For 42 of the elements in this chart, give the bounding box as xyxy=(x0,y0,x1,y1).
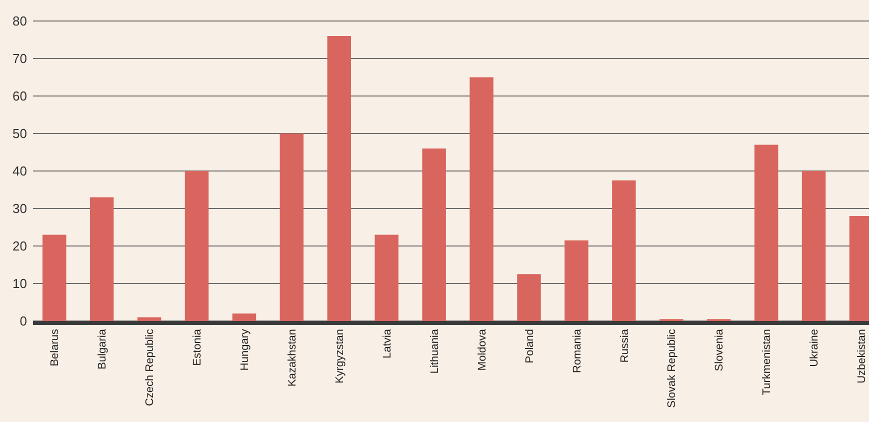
x-tick-label: Uzbekistan xyxy=(856,329,868,384)
bar xyxy=(374,234,398,321)
y-tick-label: 40 xyxy=(12,164,27,179)
x-tick-label: Hungary xyxy=(239,328,252,371)
bar xyxy=(184,171,209,321)
y-tick-label: 30 xyxy=(12,201,27,216)
x-tick-label: Kazakhstan xyxy=(286,329,299,386)
bar xyxy=(612,180,636,321)
x-tick-label: Poland xyxy=(524,329,536,364)
bar xyxy=(90,197,114,321)
x-tick-label: Lithuania xyxy=(428,328,441,374)
x-tick-label: Turkmenistan xyxy=(761,329,774,396)
bar xyxy=(802,171,826,321)
bar xyxy=(327,36,352,321)
bar xyxy=(42,234,66,321)
y-tick-label: 60 xyxy=(12,88,27,104)
x-tick-label: Latvia xyxy=(381,328,394,358)
y-tick-label: 10 xyxy=(12,276,27,292)
x-tick-label: Ukraine xyxy=(808,329,821,367)
x-tick-label: Slovenia xyxy=(714,328,726,372)
x-tick-label: Russia xyxy=(618,328,631,363)
bar xyxy=(754,144,778,321)
y-tick-label: 50 xyxy=(12,126,27,142)
bar xyxy=(470,77,494,321)
x-tick-label: Bulgaria xyxy=(96,328,109,370)
bar xyxy=(517,274,541,321)
x-tick-label: Czech Republic xyxy=(144,328,156,406)
x-tick-label: Slovak Republic xyxy=(666,328,678,408)
x-tick-label: Romania xyxy=(571,328,584,374)
y-tick-label: 80 xyxy=(12,14,27,29)
y-tick-label: 20 xyxy=(12,238,27,254)
y-tick-label: 70 xyxy=(12,51,27,66)
x-tick-label: Belarus xyxy=(49,328,62,366)
bar xyxy=(564,240,588,321)
bar xyxy=(280,134,304,321)
x-tick-label: Kyrgyzstan xyxy=(334,329,346,384)
bar xyxy=(422,148,446,321)
x-tick-label: Estonia xyxy=(192,328,204,366)
bar xyxy=(232,314,256,321)
bar xyxy=(137,317,162,321)
x-tick-label: Moldova xyxy=(476,328,488,371)
y-tick-label: 0 xyxy=(20,314,27,329)
